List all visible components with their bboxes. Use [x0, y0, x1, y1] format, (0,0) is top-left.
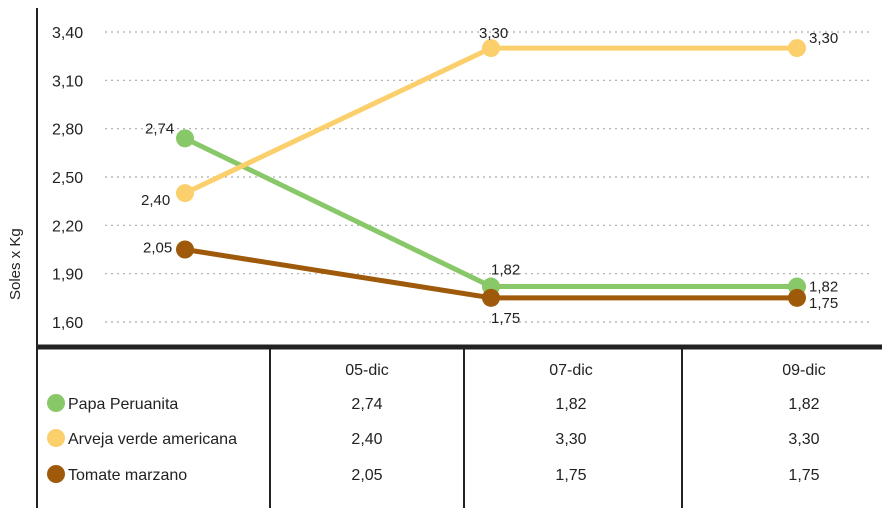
table-cell: 3,30 [788, 431, 819, 448]
table-cell: 1,82 [788, 396, 819, 413]
data-label: 3,30 [809, 30, 838, 47]
y-tick-label: 3,10 [52, 73, 83, 90]
table-header: 07-dic [549, 362, 593, 379]
table-cell: 2,74 [351, 396, 382, 413]
table-cell: 2,05 [351, 467, 382, 484]
y-tick-label: 3,40 [52, 25, 83, 42]
series-line [183, 45, 797, 196]
data-point [788, 39, 806, 58]
y-axis-label: Soles x Kg [7, 228, 24, 300]
series-lines [176, 39, 806, 307]
data-label: 2,74 [145, 120, 174, 137]
legend-marker [47, 465, 65, 483]
data-label: 2,05 [143, 240, 172, 257]
table-header: 05-dic [345, 362, 389, 379]
data-point [788, 288, 806, 307]
legend-label: Papa Peruanita [68, 396, 178, 413]
data-point [176, 240, 194, 259]
legend-label: Tomate marzano [68, 467, 187, 484]
data-point [176, 184, 194, 203]
y-tick-label: 2,50 [52, 170, 83, 187]
table-cell: 3,30 [555, 431, 586, 448]
table-header: 09-dic [782, 362, 826, 379]
table-cell: 1,75 [788, 467, 819, 484]
table-cell: 1,82 [555, 396, 586, 413]
data-label: 1,82 [809, 279, 838, 296]
data-table: 05-dic 07-dic 09-dic Papa Peruanita 2,74 1,82… [47, 347, 826, 508]
y-tick-label: 2,80 [52, 122, 83, 139]
table-cell: 1,75 [555, 467, 586, 484]
legend-marker [47, 429, 65, 447]
grid-lines [105, 31, 870, 323]
axes [36, 8, 882, 508]
legend-marker [47, 394, 65, 412]
data-label: 1,82 [491, 262, 520, 279]
data-point [176, 129, 194, 148]
data-point [482, 288, 500, 307]
data-label: 1,75 [809, 295, 838, 312]
y-tick-labels: 3,40 3,10 2,80 2,50 2,20 1,90 1,60 [52, 25, 83, 332]
data-label: 3,30 [479, 25, 508, 42]
table-cell: 2,40 [351, 431, 382, 448]
data-point [482, 39, 500, 58]
data-labels: 2,74 1,82 1,82 2,40 3,30 3,30 2,05 1,75 1,75 [141, 25, 838, 327]
data-label: 2,40 [141, 192, 170, 209]
data-label: 1,75 [491, 310, 520, 327]
legend-label: Arveja verde americana [68, 431, 237, 448]
y-tick-label: 1,90 [52, 267, 83, 284]
y-tick-label: 2,20 [52, 218, 83, 235]
y-tick-label: 1,60 [52, 315, 83, 332]
